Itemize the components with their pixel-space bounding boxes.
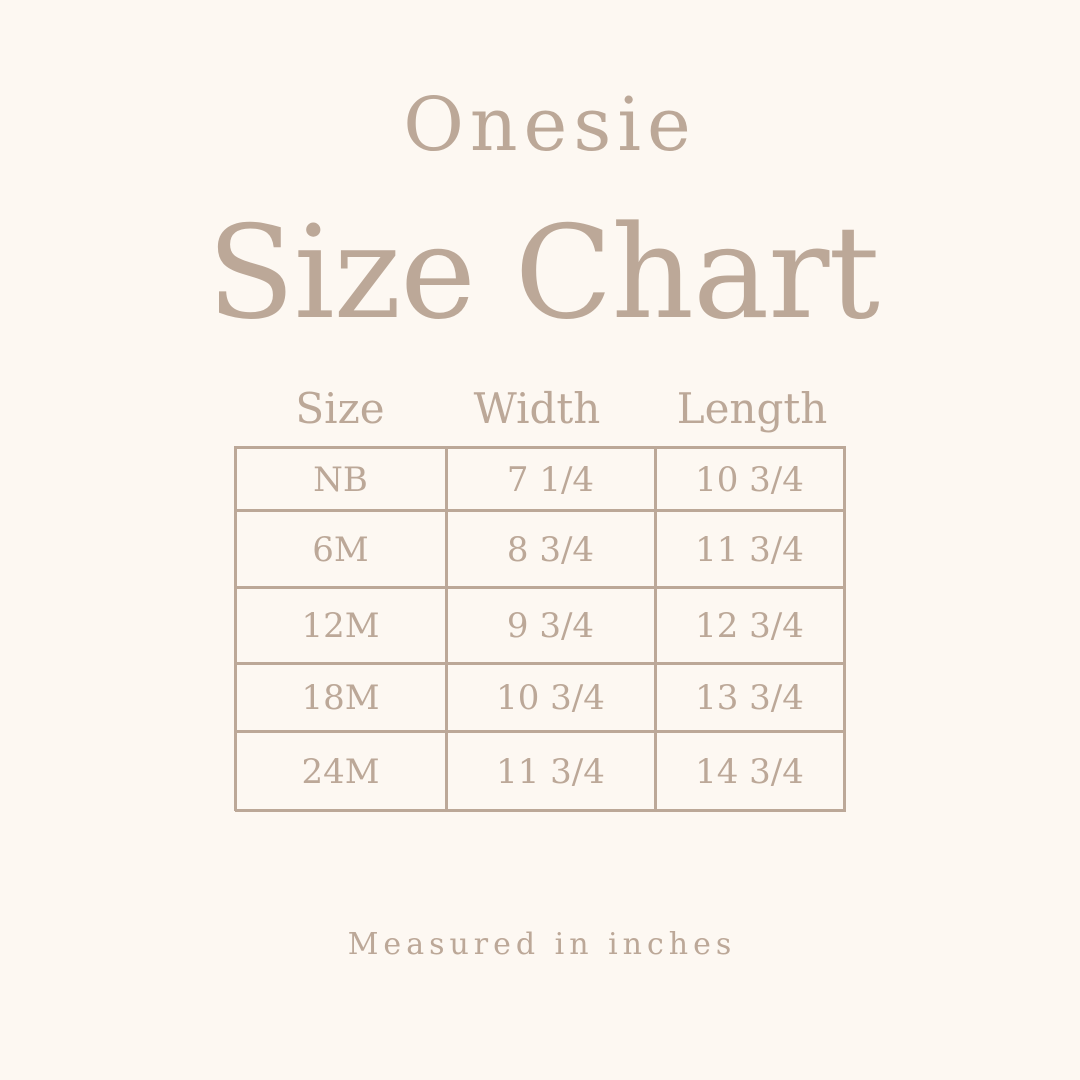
- table-column-divider: [654, 446, 657, 811]
- footer-note: Measured in inches: [347, 927, 737, 962]
- cell-length: 11 3/4: [695, 529, 804, 570]
- table-column-divider: [843, 446, 846, 811]
- cell-size: 18M: [301, 678, 380, 718]
- cell-width: 9 3/4: [506, 606, 595, 646]
- header-width: Width: [473, 384, 601, 433]
- table-row-divider: [235, 662, 846, 665]
- table-column-divider: [445, 446, 448, 811]
- cell-size: 24M: [301, 751, 380, 792]
- cell-length: 14 3/4: [695, 751, 804, 792]
- cell-width: 7 1/4: [506, 459, 595, 500]
- subtitle: Onesie: [403, 82, 697, 168]
- table-row-divider: [235, 586, 846, 589]
- table-row-divider: [235, 509, 846, 512]
- table-column-divider: [234, 446, 237, 811]
- cell-length: 12 3/4: [695, 606, 804, 646]
- cell-size: 6M: [312, 529, 369, 570]
- table-row-divider: [235, 730, 846, 733]
- header-size: Size: [295, 384, 385, 433]
- table-row-divider: [235, 809, 846, 812]
- cell-length: 10 3/4: [695, 459, 804, 500]
- cell-width: 11 3/4: [496, 751, 605, 792]
- header-length: Length: [676, 384, 828, 433]
- page-title: Size Chart: [207, 199, 880, 348]
- cell-size: NB: [313, 459, 368, 500]
- cell-width: 10 3/4: [496, 678, 605, 718]
- cell-length: 13 3/4: [695, 678, 804, 718]
- cell-size: 12M: [301, 606, 380, 646]
- cell-width: 8 3/4: [506, 529, 595, 570]
- table-row-divider: [235, 446, 846, 449]
